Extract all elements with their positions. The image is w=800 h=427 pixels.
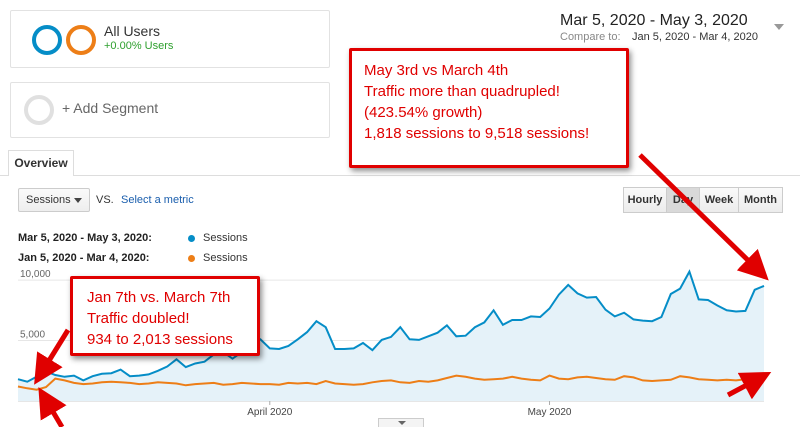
x-tick-label: April 2020 [247, 407, 292, 418]
tab-overview[interactable]: Overview [8, 150, 74, 176]
sessions-area-fill [18, 271, 764, 401]
annotation-line: May 3rd vs March 4th [364, 62, 509, 79]
annotation-callout-may: May 3rd vs March 4th Traffic more than q… [349, 48, 629, 168]
annotation-callout-march: Jan 7th vs. March 7th Traffic doubled! 9… [70, 276, 260, 356]
metric-select[interactable]: Sessions [18, 188, 90, 212]
annotation-line: (423.54% growth) [364, 104, 483, 121]
tab-divider [0, 175, 800, 176]
week-button[interactable]: Week [699, 187, 739, 213]
hourly-button[interactable]: Hourly [623, 187, 667, 213]
date-dropdown-caret-icon[interactable] [774, 24, 784, 30]
select-metric-link[interactable]: Select a metric [121, 194, 194, 206]
segment-blue-circle-icon [32, 25, 62, 55]
vs-label: VS. [96, 194, 114, 206]
add-segment-label[interactable]: + Add Segment [62, 100, 159, 116]
annotation-line: 1,818 sessions to 9,518 sessions! [364, 125, 590, 142]
segment-change: +0.00% Users [104, 40, 174, 52]
chevron-down-icon [74, 198, 82, 203]
date-range[interactable]: Mar 5, 2020 - May 3, 2020 [560, 12, 748, 29]
add-segment-box[interactable] [10, 82, 330, 138]
y-tick-label: 5,000 [20, 330, 45, 341]
caret-down-icon [398, 421, 406, 425]
sessions-line-current [17, 269, 765, 383]
annotation-line: Traffic doubled! [87, 310, 190, 327]
annotation-line: Jan 7th vs. March 7th [87, 289, 231, 306]
legend-blue-dot-icon [188, 235, 195, 242]
legend-current-range: Mar 5, 2020 - May 3, 2020: [18, 232, 152, 244]
legend-compare-name: Sessions [203, 252, 248, 264]
annotation-line: Traffic more than quadrupled! [364, 83, 560, 100]
compare-label: Compare to: [560, 31, 621, 43]
chart-collapse-handle[interactable] [378, 418, 424, 427]
y-tick-label: 10,000 [20, 269, 51, 280]
month-button[interactable]: Month [738, 187, 783, 213]
add-segment-circle-icon [24, 95, 54, 125]
annotation-line: 934 to 2,013 sessions [87, 331, 233, 348]
segment-orange-circle-icon [66, 25, 96, 55]
compare-range: Jan 5, 2020 - Mar 4, 2020 [632, 31, 758, 43]
x-tick-label: May 2020 [528, 407, 572, 418]
sessions-line-compare [17, 374, 765, 391]
metric-select-value: Sessions [26, 194, 71, 206]
day-button[interactable]: Day [666, 187, 700, 213]
segment-name: All Users [104, 23, 161, 39]
legend-compare-range: Jan 5, 2020 - Mar 4, 2020: [18, 252, 150, 264]
legend-orange-dot-icon [188, 255, 195, 262]
segment-all-users[interactable] [10, 10, 330, 68]
legend-current-name: Sessions [203, 232, 248, 244]
